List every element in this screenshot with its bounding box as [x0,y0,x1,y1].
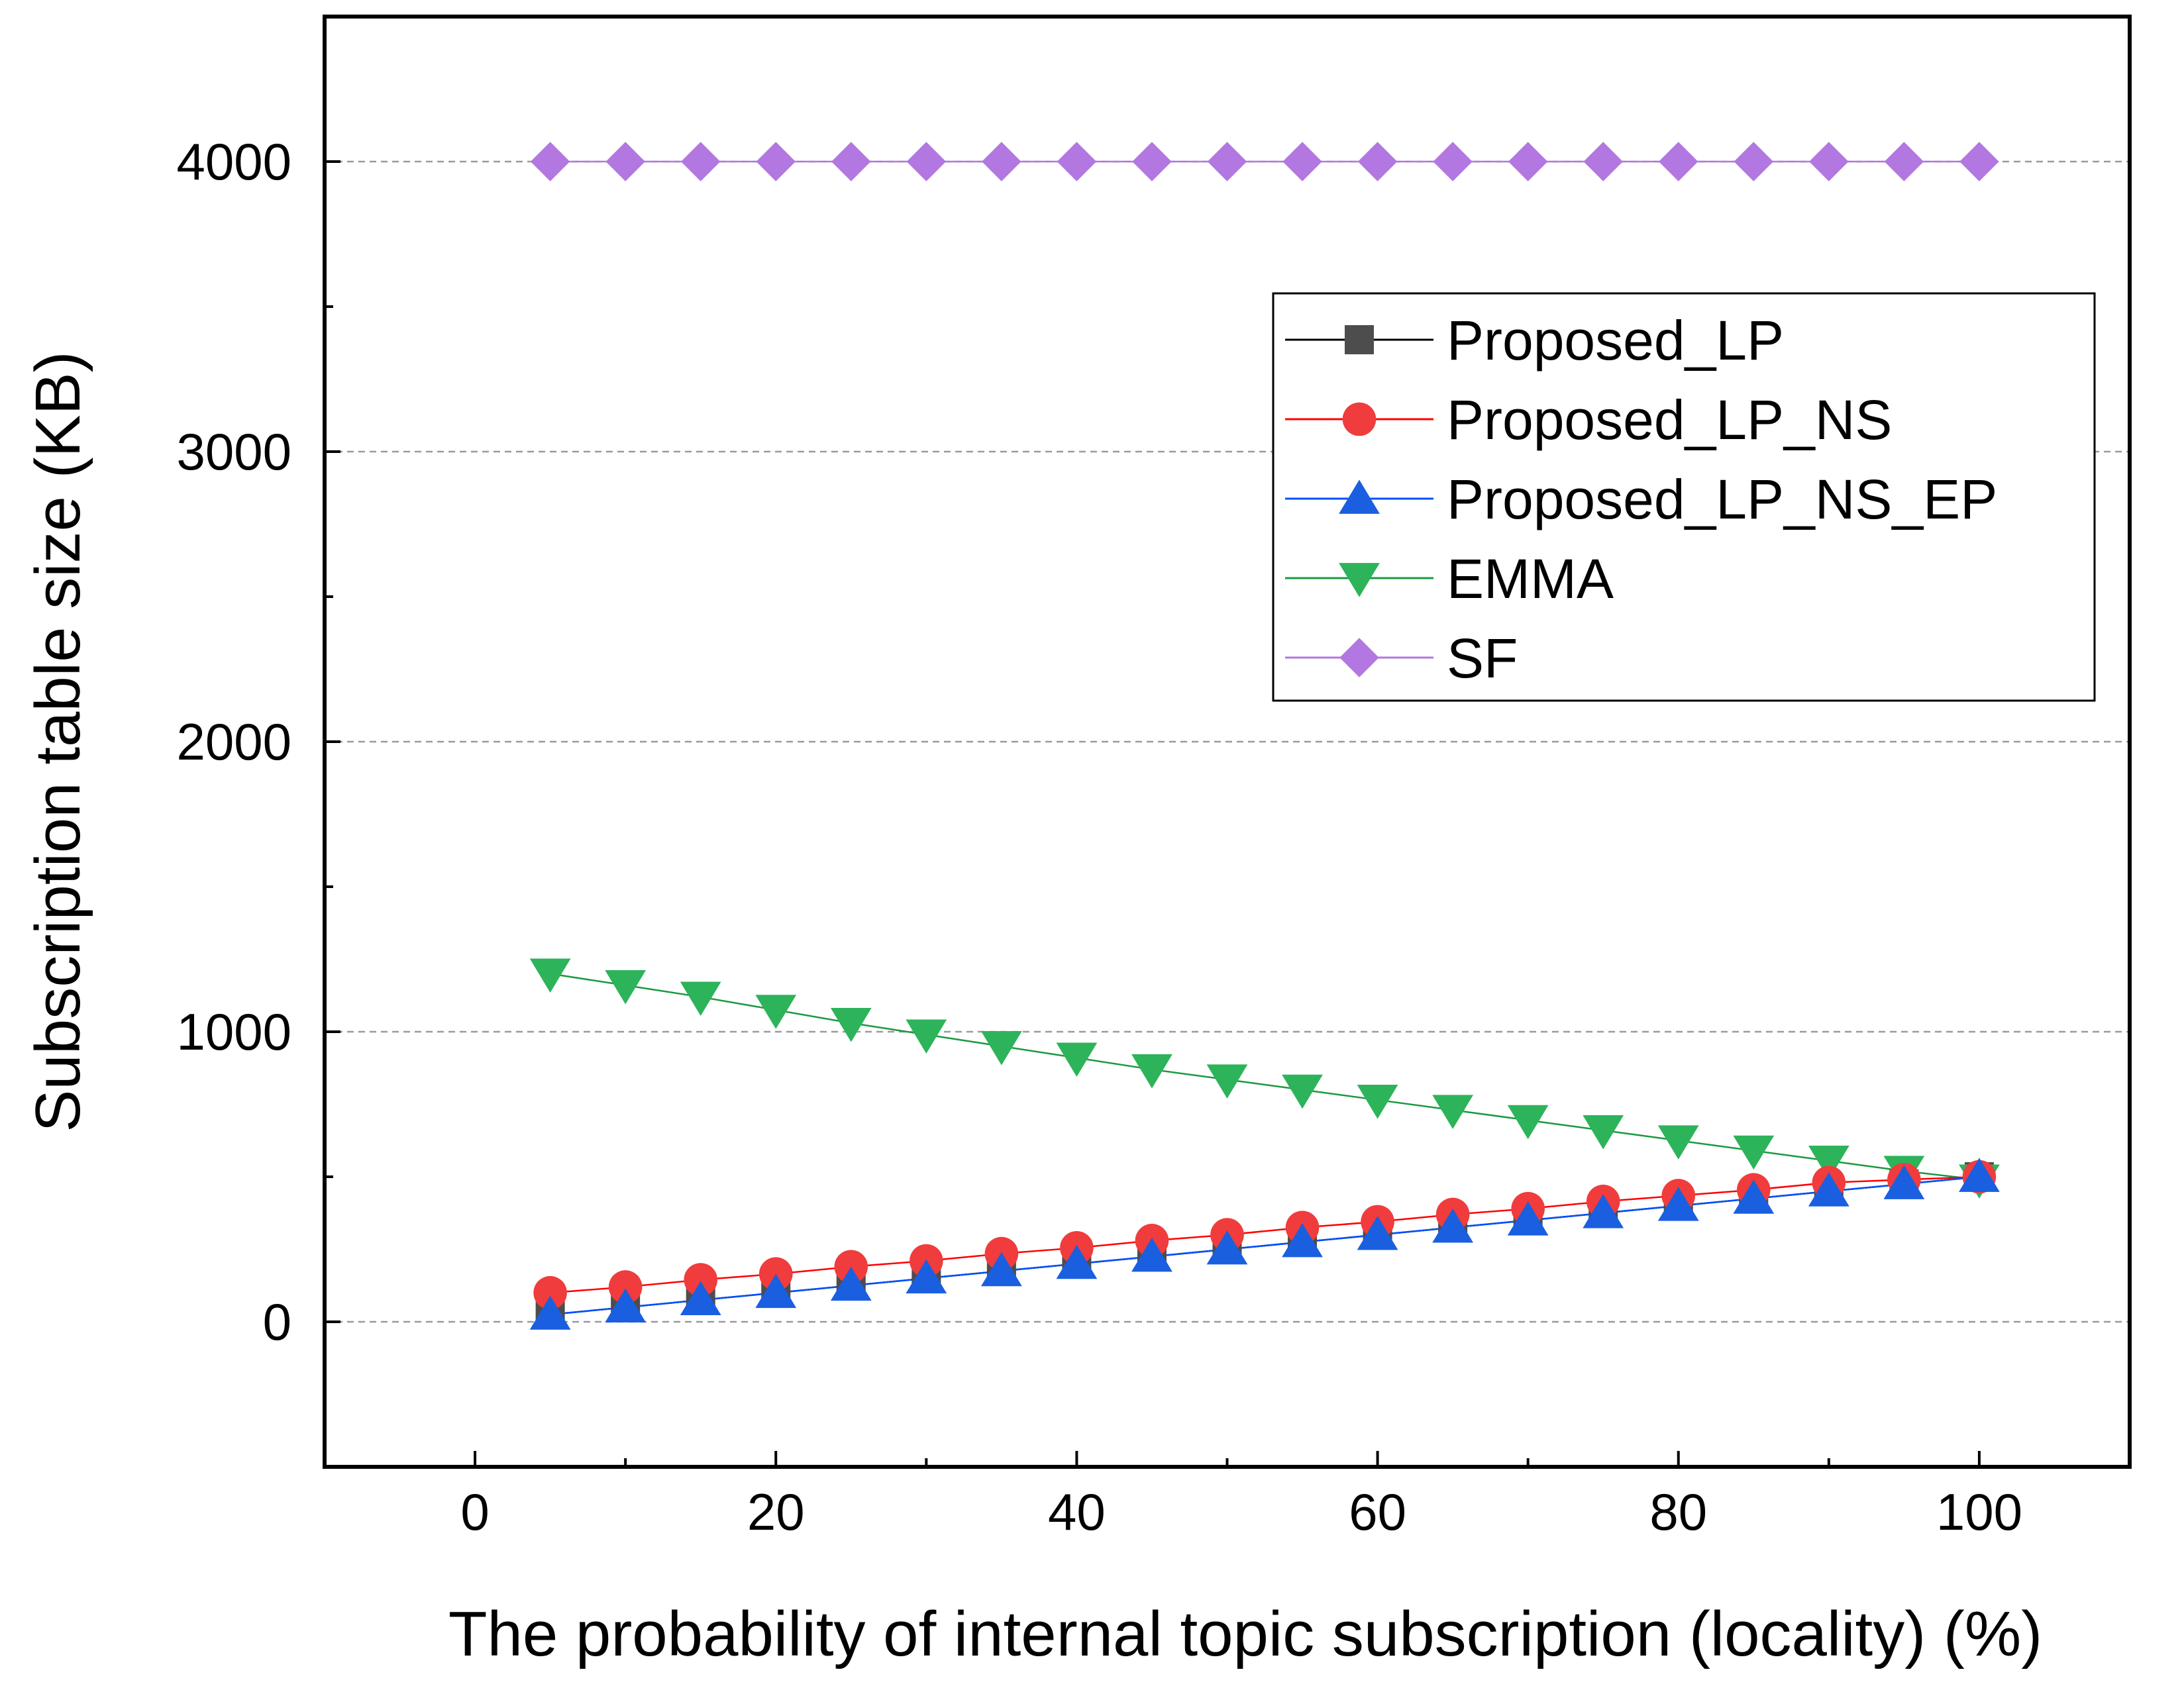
data-point-Proposed_LP_NS_EP [1583,1194,1624,1228]
data-point-SF [530,142,570,181]
y-axis-title: Subscription table size (KB) [23,351,93,1132]
data-point-Proposed_LP_NS_EP [755,1273,797,1309]
legend-label: Proposed_LP_NS_EP [1447,468,1997,530]
data-point-EMMA [529,958,571,993]
data-point-EMMA [1131,1054,1172,1089]
data-point-SF [831,142,871,181]
data-point-EMMA [1282,1074,1323,1109]
data-point-EMMA [1733,1135,1775,1170]
data-point-EMMA [906,1019,947,1054]
data-point-SF [982,142,1021,181]
data-point-SF [756,142,796,181]
y-tick-label: 0 [263,1293,291,1351]
data-point-Proposed_LP_NS_EP [1657,1187,1699,1221]
data-point-EMMA [1808,1146,1849,1180]
legend-label: Proposed_LP_NS [1447,389,1892,451]
series-markers [529,142,2000,1330]
data-point-Proposed_LP_NS_EP [1206,1230,1248,1265]
data-point-Proposed_LP_NS_EP [1131,1237,1172,1272]
data-point-EMMA [755,995,797,1029]
data-point-EMMA [1432,1095,1474,1129]
legend-marker [1339,563,1380,597]
data-point-Proposed_LP_NS [533,1275,567,1310]
data-point-SF [1809,142,1849,181]
x-axis-ticks: 0 20 40 60 80 100 [323,1451,2131,1541]
legend-label: Proposed_LP [1447,309,1784,372]
data-point-Proposed_LP_NS_EP [1282,1222,1323,1258]
data-point-SF [1433,142,1473,181]
data-point-SF [1583,142,1623,181]
x-tick-label: 80 [1649,1483,1707,1541]
data-point-Proposed_LP_NS_EP [605,1288,647,1322]
x-axis-title: The probability of internal topic subscr… [448,1599,2042,1669]
data-point-EMMA [980,1031,1022,1066]
data-point-SF [1884,142,1924,181]
x-tick-label: 60 [1349,1483,1406,1541]
data-point-Proposed_LP_NS_EP [680,1281,721,1316]
legend-marker [1339,638,1379,677]
y-tick-label: 2000 [176,713,291,771]
data-point-Proposed_LP_NS_EP [1432,1209,1474,1243]
data-point-Proposed_LP_NS_EP [906,1259,947,1294]
data-point-EMMA [605,970,647,1005]
legend-marker [1342,402,1377,436]
data-point-Proposed_LP_NS_EP [1507,1201,1549,1236]
data-point-SF [906,142,947,181]
series-line-EMMA [550,973,1980,1181]
data-point-EMMA [1583,1115,1624,1150]
data-point-Proposed_LP_NS_EP [1733,1179,1775,1214]
data-point-SF [1132,142,1172,181]
x-tick-label: 40 [1048,1483,1106,1541]
y-tick-label: 1000 [176,1003,291,1061]
data-point-Proposed_LP_NS_EP [830,1266,872,1301]
data-point-Proposed_LP_NS_EP [529,1295,571,1330]
y-axis-ticks: 0 1000 2000 3000 4000 [176,15,340,1468]
legend: Proposed_LP Proposed_LP_NS Proposed_LP_NS_… [1272,292,2096,702]
data-point-SF [1357,142,1398,181]
data-point-SF [681,142,721,181]
data-point-Proposed_LP_NS_EP [980,1252,1022,1287]
data-point-SF [1282,142,1322,181]
data-point-EMMA [1357,1085,1398,1119]
data-point-EMMA [1206,1064,1248,1099]
data-point-Proposed_LP_NS_EP [1883,1165,1925,1199]
legend-label: SF [1447,627,1518,689]
data-point-SF [1207,142,1247,181]
data-point-SF [1959,142,1999,181]
legend-label: EMMA [1447,548,1614,610]
data-point-Proposed_LP_NS_EP [1357,1216,1398,1250]
legend-box [1272,292,2096,702]
legend-marker [1339,479,1380,514]
y-tick-label: 3000 [176,422,291,481]
data-point-SF [1659,142,1698,181]
x-tick-label: 0 [460,1483,489,1541]
data-point-EMMA [1507,1105,1549,1140]
data-point-Proposed_LP_NS [684,1263,718,1297]
data-point-EMMA [830,1007,872,1042]
data-point-SF [1734,142,1773,181]
data-point-EMMA [1657,1125,1699,1160]
data-point-SF [1057,142,1097,181]
data-point-SF [605,142,645,181]
y-tick-label: 4000 [176,132,291,191]
x-tick-label: 20 [747,1483,805,1541]
data-point-SF [1508,142,1548,181]
data-point-Proposed_LP_NS [608,1270,643,1304]
data-point-EMMA [680,981,721,1017]
data-point-Proposed_LP_NS_EP [1959,1158,2000,1192]
data-point-Proposed_LP_NS_EP [1056,1244,1098,1279]
data-point-Proposed_LP_NS_EP [1808,1172,1849,1207]
x-tick-label: 100 [1936,1483,2022,1541]
data-point-EMMA [1056,1042,1098,1077]
legend-marker [1345,325,1374,354]
